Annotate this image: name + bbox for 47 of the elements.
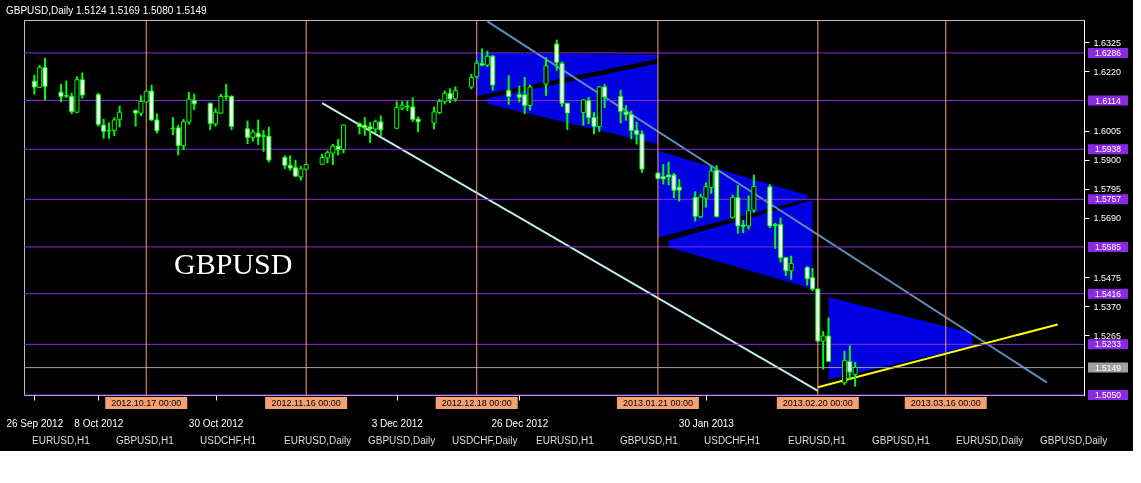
y-tick-label: 1.6005 bbox=[1093, 126, 1122, 137]
text: GBPUSD,Daily bbox=[368, 435, 436, 446]
y-tick-label: 1.6325 bbox=[1093, 37, 1122, 48]
annotation: GBPUSD bbox=[174, 247, 293, 280]
text: GBPUSD,Daily bbox=[1040, 435, 1108, 446]
ref-line-label: 1.5416 bbox=[1095, 288, 1122, 299]
ref-line-label: 2012.11.16 00:00 bbox=[271, 398, 341, 408]
text: GBPUSD,H1 bbox=[620, 435, 679, 446]
y-tick-label: 1.5690 bbox=[1093, 213, 1122, 224]
ref-line-label: 1.5585 bbox=[1095, 241, 1122, 252]
ref-line-label: 2012.10.17 00:00 bbox=[111, 398, 182, 408]
ref-line-label: 1.6286 bbox=[1095, 47, 1122, 58]
y-tick-label: 1.5900 bbox=[1093, 155, 1122, 166]
text: USDCHF,H1 bbox=[200, 435, 257, 446]
ref-line-label: 1.5233 bbox=[1095, 339, 1122, 350]
text: EURUSD,H1 bbox=[32, 435, 91, 446]
text: USDCHF,H1 bbox=[704, 435, 761, 446]
ref-line-label: 1.5149 bbox=[1095, 362, 1122, 373]
x-tick-label: 3 Dec 2012 bbox=[371, 417, 424, 429]
y-tick-label: 1.5265 bbox=[1093, 331, 1122, 341]
ref-line-label: 2012.12.18 00:00 bbox=[441, 398, 512, 408]
ref-line-label: 1.6114 bbox=[1095, 95, 1121, 106]
text: GBPUSD,H1 bbox=[116, 435, 175, 446]
candlestick bbox=[543, 56, 549, 97]
x-tick-label: 26 Dec 2012 bbox=[491, 417, 549, 429]
x-tick-label: 26 Sep 2012 bbox=[6, 417, 64, 429]
ref-line-label: 1.5050 bbox=[1095, 390, 1122, 400]
text: EURUSD,Daily bbox=[284, 435, 352, 446]
text: EURUSD,H1 bbox=[536, 435, 595, 446]
y-tick-label: 1.5795 bbox=[1093, 184, 1122, 195]
ref-line-label: 2013.02.20 00:00 bbox=[782, 398, 853, 408]
text: EURUSD,H1 bbox=[788, 435, 847, 446]
ref-line-label: 1.5757 bbox=[1095, 194, 1122, 205]
chart-title: GBPUSD,Daily 1.5124 1.5169 1.5080 1.5149 bbox=[5, 4, 208, 16]
ref-line-label: 1.5938 bbox=[1095, 144, 1122, 155]
candlestick bbox=[506, 74, 512, 106]
ref-line-label: 2013.03.16 00:00 bbox=[910, 398, 981, 408]
y-tick-label: 1.6220 bbox=[1093, 66, 1122, 77]
y-tick-label: 1.5370 bbox=[1093, 301, 1122, 312]
text: GBPUSD,H1 bbox=[872, 435, 931, 446]
x-tick-label: 30 Jan 2013 bbox=[678, 417, 735, 429]
ref-line-label: 2013.01.21 00:00 bbox=[622, 398, 693, 408]
x-tick-label: 30 Oct 2012 bbox=[188, 417, 244, 429]
text: EURUSD,Daily bbox=[956, 435, 1024, 446]
text: USDCHF,Daily bbox=[452, 435, 518, 446]
x-tick-label: 8 Oct 2012 bbox=[74, 417, 124, 429]
y-tick-label: 1.5475 bbox=[1093, 272, 1122, 283]
